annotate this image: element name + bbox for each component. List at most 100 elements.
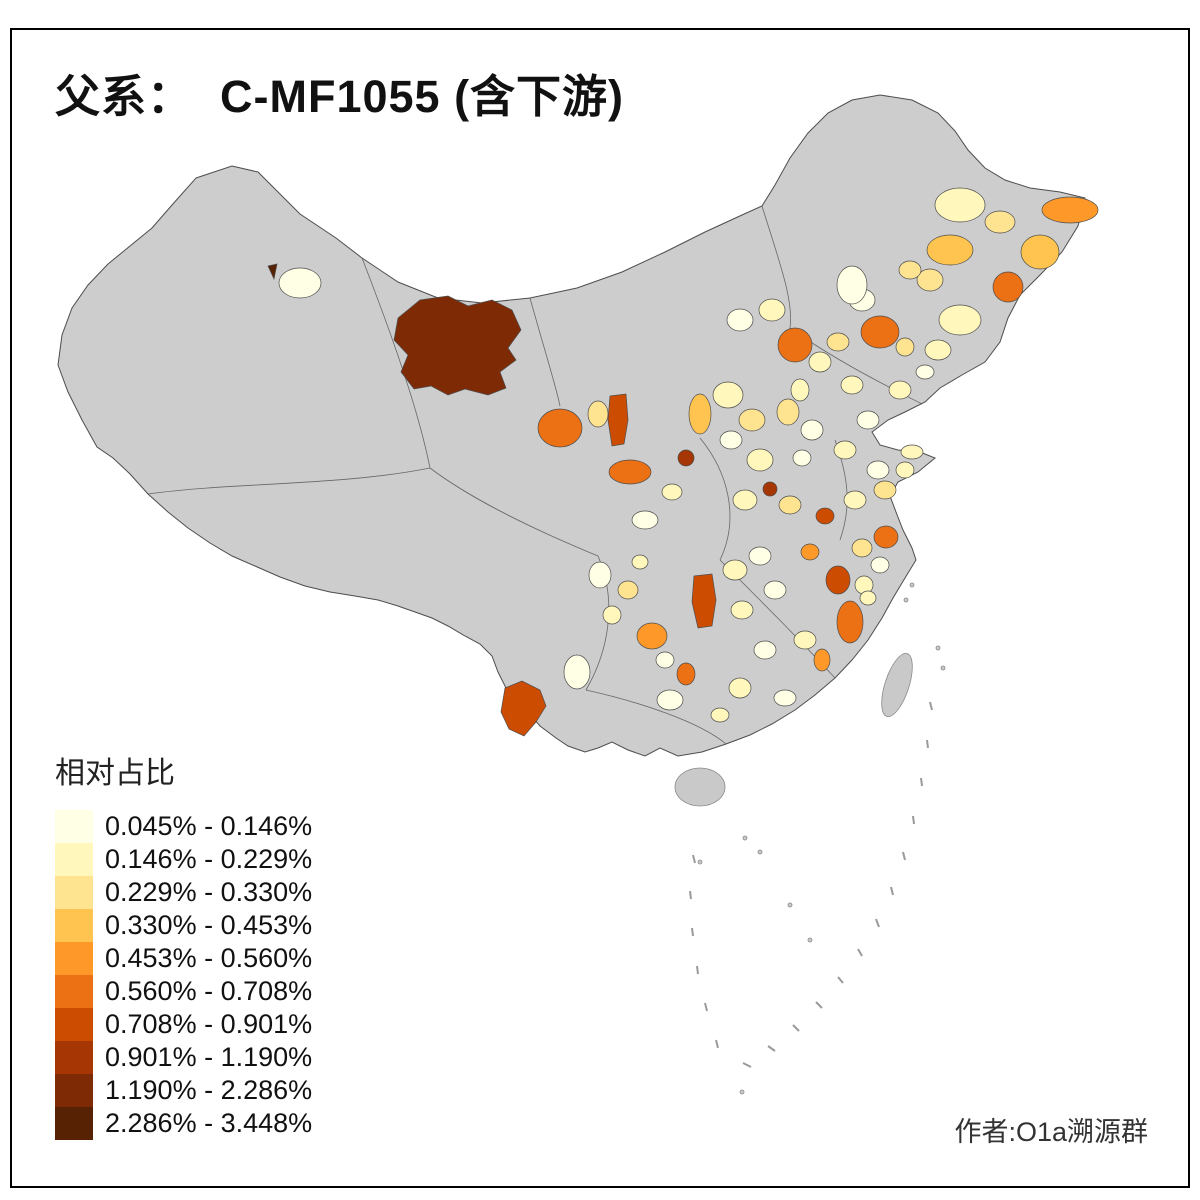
map-region xyxy=(836,265,868,305)
map-region xyxy=(992,271,1024,303)
hainan-island xyxy=(674,767,726,807)
map-region xyxy=(537,408,583,448)
map-region xyxy=(866,460,890,480)
map-region xyxy=(607,393,629,447)
map-region xyxy=(843,490,867,510)
map-region xyxy=(825,565,851,595)
map-region xyxy=(588,561,612,589)
legend-item: 0.229% - 0.330% xyxy=(55,876,312,909)
map-region xyxy=(636,622,668,650)
map-region xyxy=(924,339,952,361)
legend-item: 0.901% - 1.190% xyxy=(55,1041,312,1074)
map-region xyxy=(676,662,696,686)
legend-swatch xyxy=(55,975,93,1008)
map-region xyxy=(840,375,864,395)
legend-label: 0.708% - 0.901% xyxy=(105,1009,313,1039)
legend-label: 0.045% - 0.146% xyxy=(105,811,313,841)
map-region xyxy=(1041,196,1099,224)
map-region xyxy=(631,554,649,570)
legend-swatch xyxy=(55,1074,93,1107)
map-region xyxy=(915,364,935,380)
legend-swatch xyxy=(55,1041,93,1074)
map-region xyxy=(655,651,675,669)
taiwan-island xyxy=(881,652,913,718)
map-region xyxy=(859,590,877,606)
page-title: 父系： C-MF1055 (含下游) xyxy=(55,71,625,122)
map-region xyxy=(860,315,900,349)
map-region xyxy=(602,605,622,625)
legend-item: 0.453% - 0.560% xyxy=(55,942,312,975)
map-region xyxy=(898,260,922,280)
map-region xyxy=(500,680,547,737)
map-region xyxy=(934,187,986,223)
map-region xyxy=(836,600,864,644)
map-region xyxy=(712,381,744,409)
map-region xyxy=(617,580,639,600)
map-region xyxy=(1020,234,1060,270)
legend-item: 0.708% - 0.901% xyxy=(55,1008,312,1041)
map-region xyxy=(661,483,683,501)
map-region xyxy=(608,459,652,485)
legend-swatch xyxy=(55,909,93,942)
map-region xyxy=(267,263,278,281)
map-region xyxy=(916,268,944,292)
map-region xyxy=(710,707,730,723)
map-region xyxy=(851,538,873,558)
map-region xyxy=(726,308,754,332)
map-region xyxy=(778,495,802,515)
author-credit: 作者:O1a溯源群 xyxy=(954,1117,1148,1147)
map-regions xyxy=(267,187,1099,737)
map-region xyxy=(900,444,924,460)
legend-rows: 0.045% - 0.146% 0.146% - 0.229% 0.229% - 0… xyxy=(55,810,312,1140)
map-region xyxy=(753,640,777,660)
legend-swatch xyxy=(55,1008,93,1041)
map-region xyxy=(773,689,797,707)
map-region xyxy=(758,298,786,322)
map-region xyxy=(888,380,912,400)
legend-item: 1.190% - 2.286% xyxy=(55,1074,312,1107)
legend-label: 0.229% - 0.330% xyxy=(105,877,313,907)
map-region xyxy=(873,480,897,500)
map-region xyxy=(278,267,322,299)
legend-swatch xyxy=(55,942,93,975)
legend-title: 相对占比 xyxy=(55,757,175,790)
map-region xyxy=(746,448,774,472)
map-region xyxy=(926,234,974,266)
legend-label: 0.560% - 0.708% xyxy=(105,976,313,1006)
map-region xyxy=(656,689,684,711)
map-region xyxy=(826,332,850,352)
legend-label: 1.190% - 2.286% xyxy=(105,1075,313,1105)
map-region xyxy=(790,378,810,402)
map-region xyxy=(732,489,758,511)
map-region xyxy=(776,398,800,426)
map-region xyxy=(631,510,659,530)
map-region xyxy=(895,461,915,479)
map-region xyxy=(870,556,890,574)
legend-item: 0.045% - 0.146% xyxy=(55,810,312,843)
map-region xyxy=(777,327,813,363)
map-region xyxy=(728,677,752,699)
legend-swatch xyxy=(55,1107,93,1140)
legend-label: 0.453% - 0.560% xyxy=(105,943,313,973)
map-region xyxy=(800,419,824,441)
map-region xyxy=(563,654,591,690)
map-region xyxy=(815,507,835,525)
map-region xyxy=(691,573,717,629)
map-region xyxy=(730,600,754,620)
map-region xyxy=(792,449,812,467)
legend-item: 0.560% - 0.708% xyxy=(55,975,312,1008)
legend-swatch xyxy=(55,810,93,843)
map-region xyxy=(938,304,982,336)
map-region xyxy=(873,525,899,549)
map-region xyxy=(856,410,880,430)
map-region xyxy=(984,210,1016,234)
map-region xyxy=(688,393,712,435)
map-region xyxy=(748,546,772,566)
map-region xyxy=(833,440,857,460)
map-region xyxy=(813,648,831,672)
legend-item: 0.330% - 0.453% xyxy=(55,909,312,942)
legend-label: 0.146% - 0.229% xyxy=(105,844,313,874)
legend-item: 2.286% - 3.448% xyxy=(55,1107,312,1140)
legend-label: 0.901% - 1.190% xyxy=(105,1042,313,1072)
map-region xyxy=(587,400,609,428)
